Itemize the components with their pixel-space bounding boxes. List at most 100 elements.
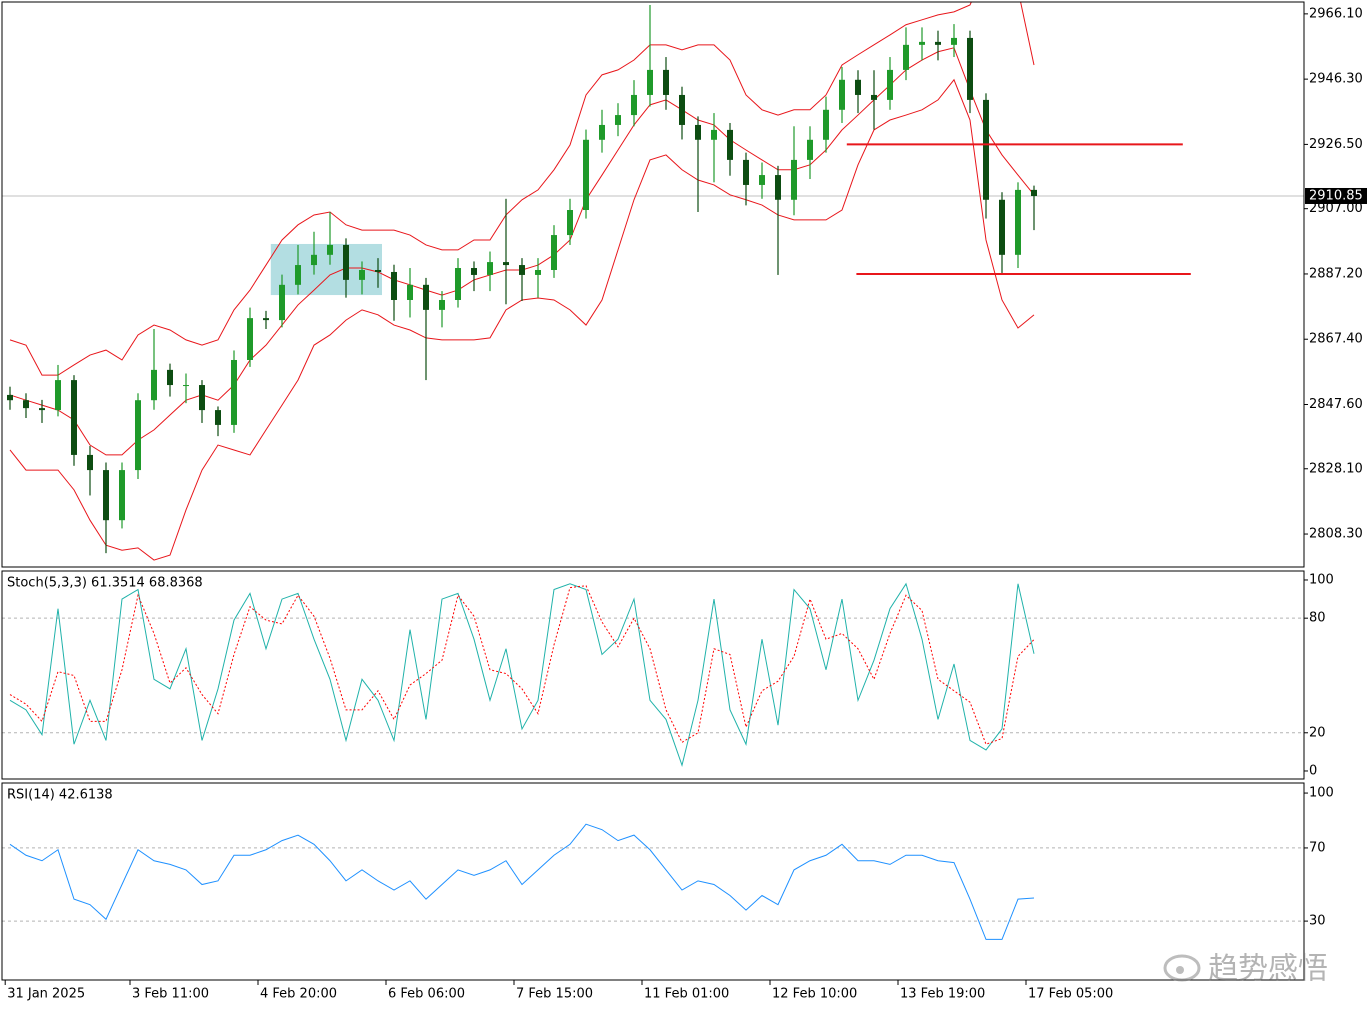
candle-body [551,235,557,270]
watermark-text: 趋势感悟 [1208,952,1328,987]
indicator-line [9,582,1035,768]
x-tick-label: 7 Feb 15:00 [516,987,593,1002]
watermark-logo-dot [1176,966,1184,974]
x-tick-label: 3 Feb 11:00 [132,987,209,1002]
candle-body [231,359,237,425]
candle-body [615,115,621,125]
indicator-line [9,585,1035,745]
candle-body [119,470,125,521]
candle-body [391,271,397,300]
y-tick-label: 2887.20 [1309,266,1363,281]
candle-body [295,265,301,285]
candle-body [695,124,701,140]
panel-frame [1,1,1305,568]
watermark: 趋势感悟 [1163,952,1328,987]
candle-body [535,269,541,275]
candle-body [583,139,589,211]
candle-body [743,159,749,185]
candle-body [439,299,445,310]
candle-body [263,318,269,321]
y-tick-label: 2926.50 [1309,137,1363,152]
candle-body [999,199,1005,255]
candle-body [215,410,221,425]
candle-body [407,284,413,300]
x-tick-label: 4 Feb 20:00 [260,987,337,1002]
candle-body [247,318,253,360]
y-tick-label: 2828.10 [1309,461,1363,476]
candle-body [567,210,573,236]
band-line [9,2,1035,376]
y-tick-label: 2907.00 [1309,201,1363,216]
candle-body [1015,189,1021,255]
panel [2,823,1304,940]
zone [270,243,382,296]
indicator-title: Stoch(5,3,3) 61.3514 68.8368 [7,576,203,591]
candle-body [311,254,317,266]
candle-body [663,69,669,95]
candle-body [727,129,733,160]
candle-body [7,394,13,401]
candle-body [71,380,77,455]
candle-body [919,41,925,45]
candle-body [647,69,653,95]
candle-body [423,284,429,310]
candle-body [791,159,797,200]
candle-body [679,94,685,125]
x-tick-label: 13 Feb 19:00 [900,987,985,1002]
candle-body [759,175,765,185]
indicator-title: RSI(14) 42.6138 [7,788,113,803]
y-tick-label: 2966.10 [1309,6,1363,21]
y-tick-label: 100 [1309,572,1334,587]
candle-body [631,94,637,116]
candle-body [503,262,509,266]
x-tick-label: 12 Feb 10:00 [772,987,857,1002]
current-price-box [1305,187,1367,204]
x-tick-label: 17 Feb 05:00 [1028,987,1113,1002]
candle-body [951,37,957,45]
current-price-label: 2910.85 [1309,188,1363,203]
candle-body [359,269,365,280]
candle-body [167,369,173,386]
y-tick-label: 2847.60 [1309,397,1363,412]
candle-body [199,385,205,411]
panel-frame [1,782,1305,981]
candle-body [39,408,45,411]
band-line [9,47,1035,456]
candle-body [967,37,973,100]
y-tick-label: 100 [1309,786,1334,801]
band-line [9,78,1035,561]
candle-body [855,79,861,95]
candle-body [87,454,93,471]
candle-body [839,79,845,110]
candle-body [823,109,829,140]
candle-body [519,265,525,275]
candle-body [887,69,893,100]
candle-body [487,262,493,275]
indicator-line [9,823,1035,940]
x-tick-label: 11 Feb 01:00 [644,987,729,1002]
panel [2,2,1304,561]
candle-body [471,268,477,275]
candle-body [343,244,349,280]
x-tick-label: 31 Jan 2025 [7,987,85,1002]
y-tick-label: 0 [1309,763,1317,778]
y-tick-label: 20 [1309,725,1326,740]
y-tick-label: 80 [1309,611,1326,626]
x-tick-label: 6 Feb 06:00 [388,987,465,1002]
candle-body [711,129,717,140]
candle-body [455,268,461,300]
candle-body [599,124,605,140]
candle-body [871,94,877,100]
candle-body [327,244,333,255]
candle-body [375,269,381,272]
panel [2,582,1304,768]
candle-body [23,400,29,409]
candle-body [1031,189,1037,196]
candle-body [183,385,189,387]
candle-body [135,400,141,471]
y-tick-label: 70 [1309,840,1326,855]
candle-body [279,284,285,321]
candle-body [983,99,989,200]
